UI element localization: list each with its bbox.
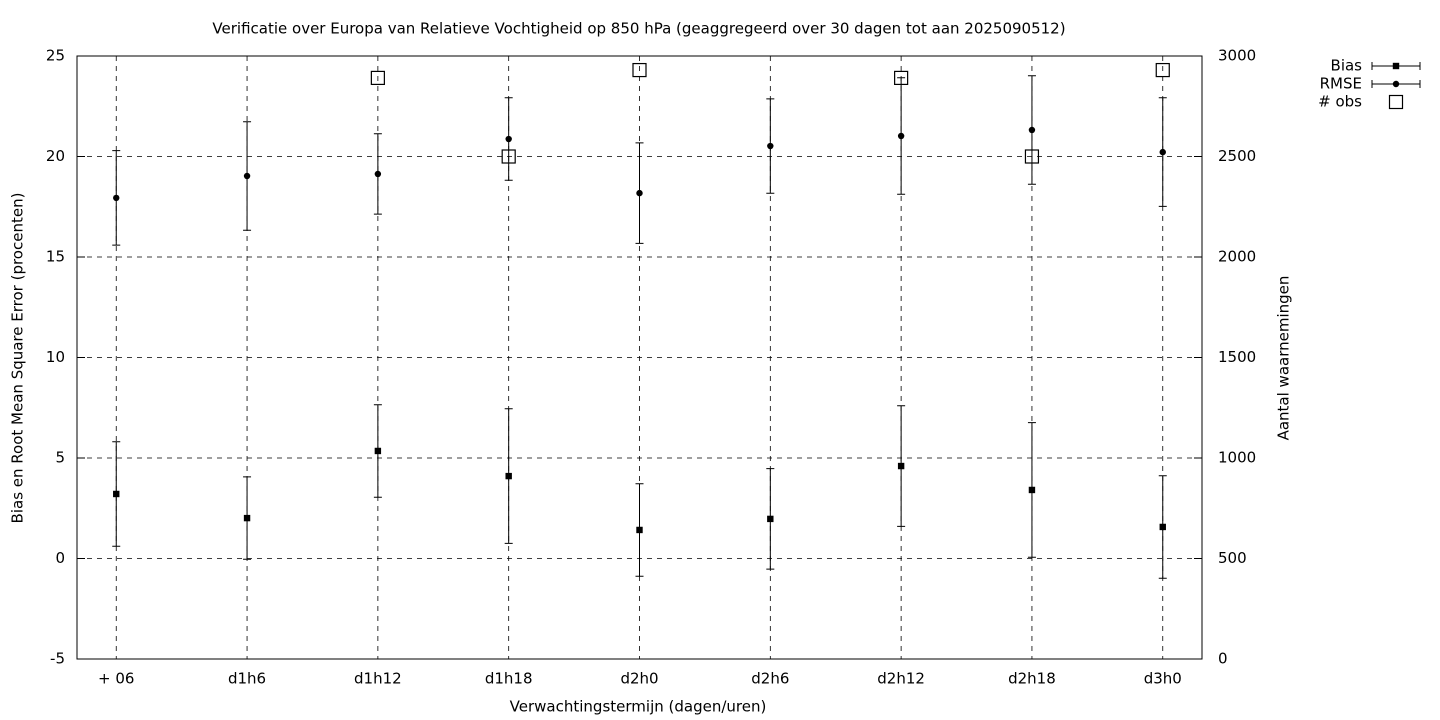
plot-frame [76,55,1203,660]
legend-marker [1388,94,1404,110]
data-point [767,515,774,523]
y-tick-label: 0 [55,549,65,567]
y-tick-label: -5 [50,650,65,668]
data-point [636,526,643,534]
chart-title: Verificatie over Europa van Relatieve Vo… [212,20,1065,38]
data-point [894,70,909,86]
x-tick-label: d1h18 [485,670,533,688]
data-point [1028,486,1036,494]
data-point [1155,62,1170,78]
y-tick-label: 15 [46,248,65,266]
y2-tick-label: 0 [1218,650,1228,668]
x-tick-label: d2h6 [751,670,789,688]
y-tick-label: 25 [46,47,65,65]
data-point [243,172,251,180]
y-tick-label: 20 [46,147,65,165]
data-point [1024,149,1040,164]
y2-tick-label: 500 [1218,549,1247,567]
legend-label: # obs [1318,93,1362,111]
x-tick-label: d3h0 [1144,670,1182,688]
x-tick-label: d2h0 [620,670,658,688]
x-tick-label: + 06 [98,670,134,688]
legend-marker [1392,62,1400,70]
x-tick-label: d1h12 [354,670,402,688]
data-point [243,514,251,522]
data-point [636,189,643,197]
y2-tick-label: 3000 [1218,47,1256,65]
y-axis-label: Bias en Root Mean Square Error (procente… [9,193,27,524]
data-point [501,149,516,164]
data-point [374,447,382,455]
y2-tick-label: 1500 [1218,348,1256,366]
y2-tick-label: 1000 [1218,449,1256,467]
data-point [113,490,120,498]
data-point [1028,126,1036,134]
legend-label: Bias [1331,57,1363,75]
data-point [113,194,120,202]
data-point [374,170,382,178]
y2-tick-label: 2000 [1218,248,1256,266]
y-tick-label: 10 [46,348,65,366]
x-tick-label: d2h12 [877,670,925,688]
x-tick-label: d1h6 [228,670,266,688]
data-point [1159,523,1166,531]
x-tick-label: d2h18 [1008,670,1056,688]
legend-marker [1392,80,1400,88]
data-point [897,462,905,470]
x-axis-label: Verwachtingstermijn (dagen/uren) [510,698,767,716]
y-tick-label: 5 [55,449,65,467]
data-point [767,142,774,150]
data-point [505,472,512,480]
y2-tick-label: 2500 [1218,147,1256,165]
data-point [370,70,385,86]
legend-label: RMSE [1320,75,1362,93]
data-point [1159,148,1166,156]
data-point [632,62,647,78]
y2-axis-label: Aantal waarnemingen [1275,276,1293,441]
data-point [505,135,512,143]
data-point [897,132,905,140]
